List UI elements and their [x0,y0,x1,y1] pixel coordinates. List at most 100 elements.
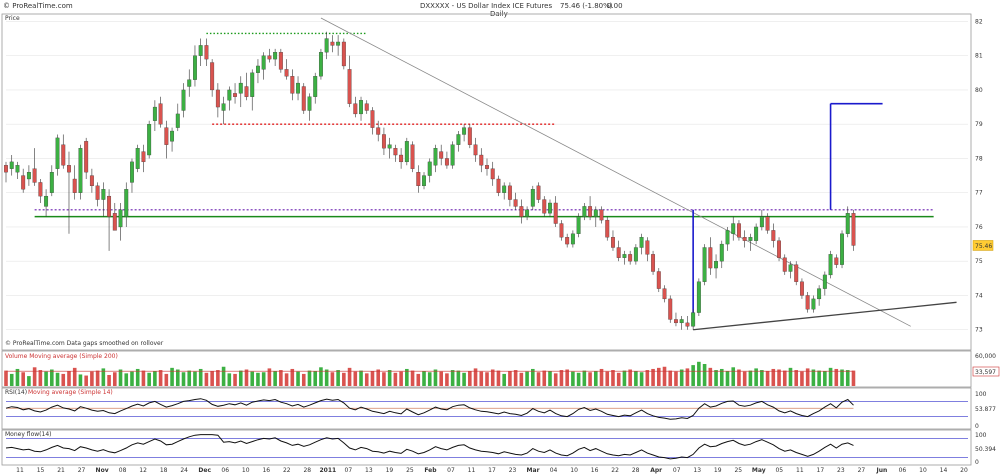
volume-bar [542,370,547,386]
volume-bar [324,369,329,386]
x-tick-label: 23 [509,467,517,474]
volume-bar [284,373,289,386]
candle-body [479,154,484,166]
candle-body [576,216,581,234]
volume-bar [788,367,793,386]
volume-bar [697,361,701,386]
volume-bar [559,370,564,386]
x-tick-label: 25 [406,467,414,474]
candle-body [307,96,312,111]
candle-body [737,223,741,238]
volume-bar [531,368,535,386]
candle-body [215,89,220,108]
candle-body [559,223,564,238]
candle-body [393,148,398,156]
candle-body [278,52,283,70]
volume-bar [450,370,455,386]
candle-body [318,52,323,77]
candle-body [668,298,673,320]
candle-body [238,82,243,94]
price-y-axis: 82 81 80 79 78 77 76 75 74 73 75.46 [972,18,994,334]
volume-bar [376,369,381,386]
candle-body [55,137,60,169]
volume-bar [656,367,661,386]
mf-axis-0: 0 [975,459,979,466]
candle-body [158,103,163,125]
price-panel-label: Price [5,15,20,22]
volume-bar [702,364,707,386]
volume-bar [78,374,83,386]
candle-body [21,175,26,190]
x-tick-label: 17 [817,467,825,474]
volume-bar [84,375,88,386]
candle-body [845,213,850,234]
candle-body [296,82,300,94]
candle-body [633,247,638,262]
candle-body [359,100,363,115]
volume-bar [405,368,409,386]
mf-line [5,434,854,460]
x-tick-label: 28 [303,467,311,474]
volume-bar [175,369,180,386]
volume-bar [571,371,575,386]
volume-bar [141,370,146,386]
x-tick-label: 06 [899,467,907,474]
candle-body [777,240,781,258]
volume-bar [256,372,260,386]
volume-panel-frame [1,350,972,388]
volume-bar [811,369,816,386]
volume-panel-label: Volume Moving average (Simple 200) [5,353,118,360]
volume-bar [634,371,638,386]
candle-body [32,168,37,183]
x-tick-label: Dec [198,467,211,474]
x-tick-label: 07 [673,467,681,474]
volume-bar [771,368,776,386]
volume-bar [513,370,518,386]
volume-bar [27,376,31,386]
candle-body [805,295,810,310]
candle-body [731,223,736,234]
candle-body [691,312,696,327]
volume-bar [227,373,232,386]
candle-body [433,148,438,166]
candle-body [530,189,535,207]
volume-last-tag-box [972,366,1000,377]
candle-body [811,298,816,310]
candle-body [164,127,169,145]
volume-bar [760,370,764,386]
candle-body [15,165,20,173]
candle-body [674,319,678,324]
x-tick-label: 10 [242,467,250,474]
candle-body [364,103,369,111]
candle-body [485,165,489,169]
candles-group [4,31,856,330]
volume-bar [187,370,192,386]
candle-body [548,202,552,214]
candle-body [702,247,707,282]
x-tick-label: 2011 [319,467,336,474]
candle-body [198,45,203,56]
candle-body [244,86,249,97]
candle-body [170,130,175,142]
candle-body [336,41,341,46]
volume-bar [468,371,472,386]
x-tick-label: 13 [365,467,373,474]
y-tick-label: 80 [975,87,983,94]
candle-body [84,141,89,173]
candle-body [553,202,558,224]
candle-body [261,55,266,70]
y-tick-label: 79 [975,121,983,128]
volume-axis-top: 60,000 [975,353,996,360]
candle-body [714,261,718,269]
volume-bar [279,370,283,386]
volume-bar [496,370,501,386]
volume-bar [416,373,421,386]
candle-body [599,209,604,221]
candle-body [381,134,386,149]
candle-body [210,62,215,91]
x-tick-label: 06 [221,467,229,474]
candle-body [662,288,667,300]
candle-body [834,257,839,265]
volume-bar [267,368,272,386]
